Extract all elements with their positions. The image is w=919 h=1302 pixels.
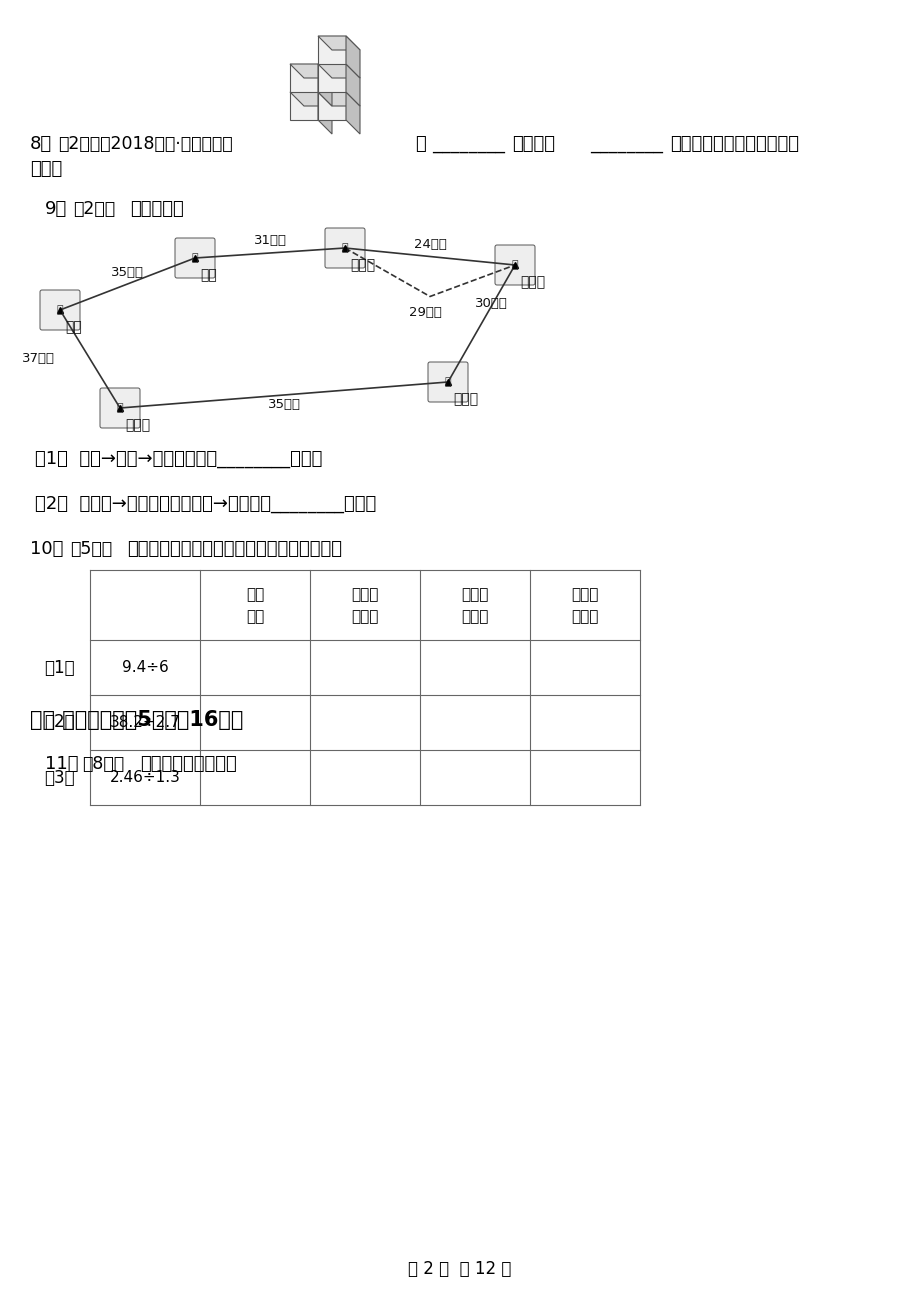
Text: 军: 军 (191, 253, 199, 263)
Polygon shape (318, 92, 346, 120)
Text: 镜: 镜 (117, 404, 123, 413)
Text: 面看，所看到的都是三个正: 面看，所看到的都是三个正 (669, 135, 798, 154)
Text: （2）  从军营→动物园比从镜水湖→动物园远________千米．: （2） 从军营→动物园比从镜水湖→动物园远________千米． (35, 495, 376, 513)
Text: （3）: （3） (44, 768, 75, 786)
Text: （2分）（2018四下·云南期末）: （2分）（2018四下·云南期末） (58, 135, 233, 154)
Text: 小胖的答案正确吗？: 小胖的答案正确吗？ (140, 755, 236, 773)
Polygon shape (318, 64, 346, 92)
Text: （2）: （2） (44, 713, 75, 732)
FancyBboxPatch shape (494, 245, 535, 285)
Text: 面看和从: 面看和从 (512, 135, 554, 154)
Text: （8分）: （8分） (82, 755, 124, 773)
Text: 9．: 9． (45, 201, 67, 217)
Text: 整数: 整数 (245, 609, 264, 625)
Text: 方形。: 方形。 (30, 160, 62, 178)
Polygon shape (318, 64, 332, 105)
Text: 35千米: 35千米 (111, 266, 144, 279)
Text: 8．: 8． (30, 135, 52, 154)
Polygon shape (318, 64, 359, 78)
Polygon shape (318, 36, 359, 49)
Text: 动物园: 动物园 (519, 275, 545, 289)
Text: 从: 从 (414, 135, 425, 154)
Text: （1）: （1） (44, 659, 75, 677)
Text: 学: 学 (57, 305, 63, 315)
FancyBboxPatch shape (175, 238, 215, 279)
Polygon shape (289, 64, 332, 78)
Text: 凤: 凤 (444, 378, 451, 387)
FancyBboxPatch shape (100, 388, 140, 428)
Text: ________: ________ (432, 135, 505, 154)
Polygon shape (346, 36, 359, 78)
Text: 保留: 保留 (245, 587, 264, 603)
Text: 保留两: 保留两 (460, 587, 488, 603)
Text: 植物园: 植物园 (349, 258, 375, 272)
Text: 31千米: 31千米 (254, 234, 286, 247)
Polygon shape (346, 92, 359, 134)
Text: 保留一: 保留一 (351, 587, 379, 603)
Polygon shape (289, 64, 318, 92)
FancyBboxPatch shape (427, 362, 468, 402)
Text: 学校: 学校 (65, 320, 82, 335)
Text: 位小数: 位小数 (351, 609, 379, 625)
Text: 用四舍五入法求商的近似值（从左向右填写）: 用四舍五入法求商的近似值（从左向右填写） (127, 540, 342, 559)
Text: 植: 植 (341, 243, 348, 253)
Text: 凤凰山: 凤凰山 (452, 392, 478, 406)
Text: 37千米: 37千米 (21, 353, 54, 366)
Text: 镜水湖: 镜水湖 (125, 418, 150, 432)
Text: 位小数: 位小数 (460, 609, 488, 625)
Text: 30千米: 30千米 (474, 297, 507, 310)
Text: 保留三: 保留三 (571, 587, 598, 603)
FancyBboxPatch shape (40, 290, 80, 329)
Text: 38.2÷2.7: 38.2÷2.7 (109, 715, 180, 730)
Text: （1）  学校→军营→植物园，要行________千米．: （1） 学校→军营→植物园，要行________千米． (35, 450, 322, 467)
Polygon shape (318, 92, 332, 134)
Text: 位小数: 位小数 (571, 609, 598, 625)
Polygon shape (289, 92, 318, 120)
Text: 9.4÷6: 9.4÷6 (121, 660, 168, 674)
Text: 24千米: 24千米 (414, 238, 446, 251)
Text: 军营: 军营 (199, 268, 217, 283)
Text: （2分）: （2分） (73, 201, 115, 217)
Text: 二、 我会判。（共5题；共16分）: 二、 我会判。（共5题；共16分） (30, 710, 244, 730)
Text: 动: 动 (511, 260, 517, 270)
Polygon shape (289, 92, 332, 105)
Text: 2.46÷1.3: 2.46÷1.3 (109, 769, 180, 785)
Text: 29千米: 29千米 (408, 306, 441, 319)
Text: 35千米: 35千米 (267, 398, 301, 411)
Text: 看图计算．: 看图计算． (130, 201, 184, 217)
Text: （5分）: （5分） (70, 540, 112, 559)
Polygon shape (318, 36, 346, 64)
Text: ________: ________ (589, 135, 663, 154)
Text: 11．: 11． (45, 755, 78, 773)
Polygon shape (318, 92, 359, 105)
FancyBboxPatch shape (324, 228, 365, 268)
Text: 10．: 10． (30, 540, 63, 559)
Text: 第 2 页  共 12 页: 第 2 页 共 12 页 (408, 1260, 511, 1279)
Polygon shape (346, 64, 359, 105)
